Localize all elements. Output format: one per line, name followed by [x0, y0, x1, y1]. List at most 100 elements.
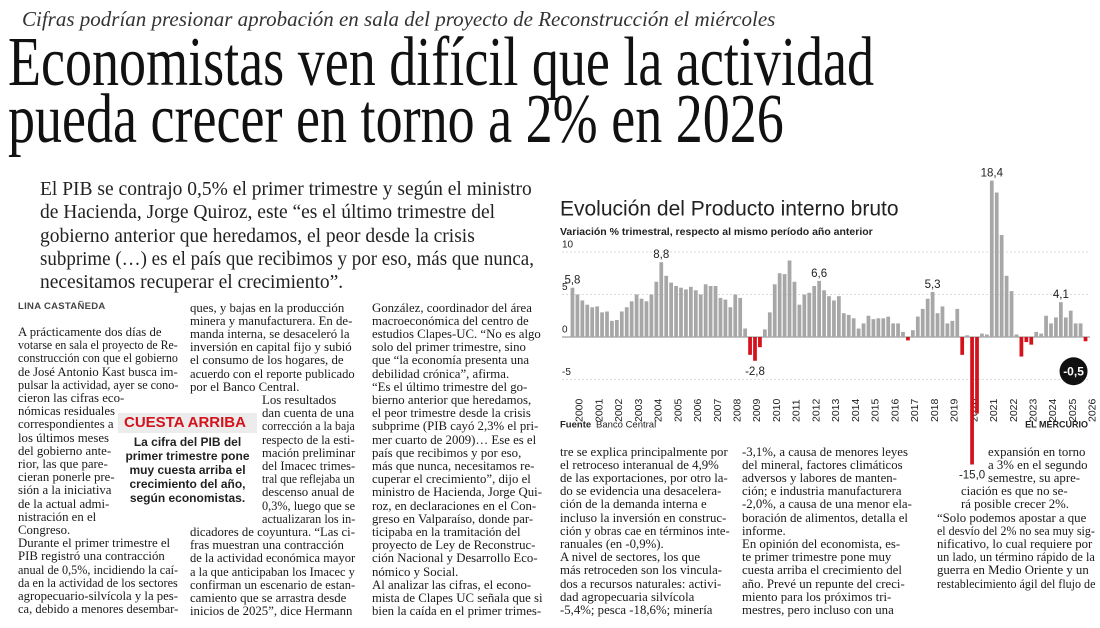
text-line: año. Prevé un repunte del creci- — [742, 576, 905, 591]
bar — [955, 308, 960, 337]
text-line: rá posible crecer 2%. — [961, 497, 1070, 512]
bar — [585, 304, 590, 337]
bar — [1004, 275, 1009, 337]
text-line: -3,1%, a causa de menores leyes — [742, 444, 908, 459]
text-line: el desvío del 2% no sea muy sig- — [937, 523, 1095, 538]
bar — [659, 262, 664, 337]
text-line: a la que anticipaban los Imacec y — [190, 564, 355, 579]
bar — [925, 298, 930, 337]
value-label: -15,0 — [959, 470, 985, 482]
bar — [807, 292, 812, 337]
text-line: confirman un escenario de estan- — [190, 577, 356, 592]
x-tick-label: 2001 — [593, 398, 605, 422]
text-line: cuesta arriba el crecimiento del — [742, 563, 902, 578]
bar — [595, 306, 600, 337]
bar — [841, 313, 846, 337]
bar — [935, 313, 940, 337]
text-line: restablecimiento ágil del flujo de — [937, 576, 1096, 591]
bar — [748, 337, 752, 355]
text-line: por el Banco Central. — [190, 379, 300, 394]
text-line: ministro de Hacienda, Jorge Qui- — [372, 485, 542, 500]
text-line: de la actividad económica mayor — [190, 551, 356, 566]
bar — [624, 307, 629, 337]
bar — [1014, 334, 1019, 337]
value-label: -0,5 — [1063, 364, 1084, 378]
text-line: debilidad crónica”, afirma. — [372, 366, 510, 381]
text-line: guerra en Medio Oriente y un — [937, 563, 1089, 578]
chart-subtitle: Variación % trimestral, respecto al mism… — [560, 226, 873, 238]
bar — [1044, 315, 1048, 337]
bar — [1073, 323, 1078, 337]
text-line: actualizaran los in- — [262, 511, 356, 526]
text-line: En opinión del economista, es- — [742, 536, 901, 551]
text-line: del mineral, factores climáticos — [742, 457, 903, 472]
text-line: do se evidencia una desacelera- — [560, 484, 722, 499]
bar — [733, 294, 738, 337]
x-tick-label: 2010 — [771, 398, 783, 422]
bar — [619, 311, 624, 337]
lead-line: necesitamos recuperar el crecimiento”. — [40, 272, 344, 294]
bar — [970, 337, 974, 465]
x-tick-label: 2003 — [633, 398, 645, 422]
text-line: solo del primer trimestre, sino — [372, 340, 526, 355]
text-line: nómicas residuales — [18, 404, 116, 419]
bar — [906, 337, 910, 341]
bar — [915, 316, 920, 337]
text-line: anual de 0,5%, incidiendo la caí- — [18, 562, 179, 577]
headline-line: pueda crecer en torno a 2% en 2026 — [8, 81, 784, 158]
value-label: 18,4 — [981, 168, 1004, 180]
bar — [984, 334, 989, 337]
text-line: mer cuarto de 2009)… Ese es el — [372, 432, 537, 447]
text-line: macroeconómica del centro de — [372, 313, 529, 328]
bar — [836, 296, 841, 337]
text-line: bien la caída en el primer trimes- — [372, 604, 542, 619]
bar — [1024, 337, 1029, 343]
bar — [945, 323, 950, 337]
text-line: dad agropecuaria silvícola — [560, 589, 695, 604]
bar — [896, 323, 900, 337]
x-tick-label: 2026 — [1087, 398, 1099, 422]
text-line: miento para los próximos tri- — [742, 589, 892, 604]
text-line: Los resultados — [262, 392, 337, 407]
bar — [940, 306, 945, 337]
text-column: expansión en torno a 3% en el segundo seme… — [937, 445, 1096, 591]
y-tick-label: 0 — [562, 325, 568, 336]
bar — [758, 337, 762, 348]
bar — [1058, 302, 1063, 337]
bar — [827, 296, 831, 337]
x-tick-label: 2008 — [732, 398, 744, 422]
text-line: greso en Valparaíso, donde par- — [372, 511, 534, 526]
text-line: estudios Clapes-UC. “No es algo — [372, 326, 541, 341]
bar — [570, 287, 575, 337]
lead-line: El PIB se contrajo 0,5% el primer trimes… — [40, 179, 532, 200]
text-line: fras muestran una contracción — [190, 538, 344, 553]
bar — [1009, 291, 1014, 337]
bar — [975, 337, 979, 414]
x-tick-label: 2011 — [791, 399, 803, 422]
lead-line: gobierno anterior que heredamos, el peor… — [40, 225, 475, 247]
bar — [851, 318, 856, 337]
bar — [718, 297, 723, 337]
headline: Economistas ven difícil que la actividad… — [8, 28, 888, 158]
credit: EL MERCURIO — [1025, 419, 1088, 429]
bar — [1019, 337, 1024, 357]
chart-title: Evolución del Producto interno bruto — [560, 198, 899, 221]
bar — [910, 330, 915, 337]
text-line: ranuales (en -0,9%). — [560, 536, 664, 551]
value-label: 6,6 — [811, 268, 827, 280]
bar — [728, 307, 733, 337]
bar — [787, 260, 792, 337]
text-line: de la actual admi- — [18, 496, 110, 511]
bar — [1063, 317, 1068, 337]
text-line: votarse en sala el proyecto de Re- — [18, 338, 178, 353]
text-line: mación preliminar — [262, 445, 356, 460]
bar — [679, 287, 683, 337]
text-line: del gobierno ante- — [18, 443, 112, 458]
x-tick-label: 2013 — [830, 398, 842, 422]
bar — [1068, 310, 1073, 337]
text-line: mista de Clapes UC señala que si — [372, 590, 543, 605]
text-line: ción de la demanda interna e — [560, 497, 707, 512]
text-line: ticipaba en la tramitación del — [372, 524, 521, 539]
bar — [866, 315, 871, 337]
bar — [832, 300, 836, 337]
